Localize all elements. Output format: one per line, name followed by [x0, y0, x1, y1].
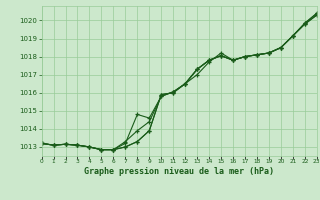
X-axis label: Graphe pression niveau de la mer (hPa): Graphe pression niveau de la mer (hPa): [84, 167, 274, 176]
